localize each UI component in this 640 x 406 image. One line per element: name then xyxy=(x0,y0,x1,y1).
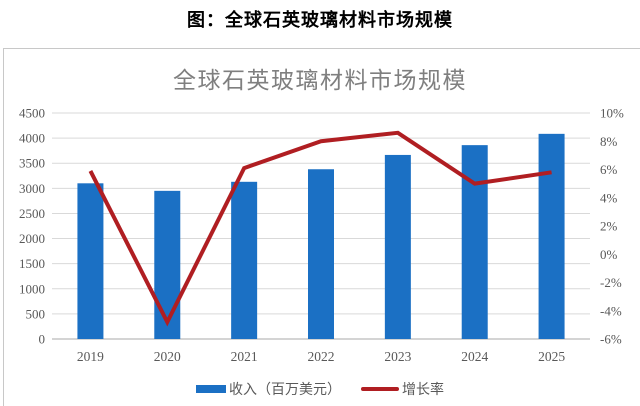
x-category-label: 2021 xyxy=(231,349,258,364)
y-left-tick-label: 1000 xyxy=(19,281,45,296)
y-left-tick-label: 1500 xyxy=(19,256,45,271)
bar-2021 xyxy=(231,181,258,339)
y-left-tick-label: 2500 xyxy=(19,206,45,221)
chart-canvas: 4500 4000 3500 3000 2500 2000 1500 1000 500 0 10% 8… xyxy=(19,106,624,365)
bar-2024 xyxy=(461,145,488,339)
page-title: 图：全球石英玻璃材料市场规模 xyxy=(187,10,453,30)
x-category-label: 2022 xyxy=(308,349,335,364)
x-category-label: 2019 xyxy=(77,349,104,364)
y-left-tick-label: 3000 xyxy=(19,181,45,196)
y-right-tick-label: 0% xyxy=(600,247,618,262)
y-left-tick-label: 0 xyxy=(39,332,46,347)
y-right-tick-label: -2% xyxy=(600,275,622,290)
y-left-tick-label: 500 xyxy=(26,306,46,321)
bar-2019 xyxy=(77,183,104,339)
chart-legend: 收入（百万美元） 增长率 xyxy=(0,379,640,399)
x-category-label: 2020 xyxy=(154,349,181,364)
y-left-tick-label: 2000 xyxy=(19,231,45,246)
revenue-legend-swatch xyxy=(196,385,226,393)
legend-item-growth: 增长率 xyxy=(361,379,444,399)
y-left-tick-label: 4500 xyxy=(19,106,45,121)
bar-2023 xyxy=(384,154,411,339)
y-left-tick-label: 4000 xyxy=(19,131,45,146)
revenue-legend-label: 收入（百万美元） xyxy=(229,383,341,398)
y-right-tick-label: 4% xyxy=(600,190,618,205)
x-category-label: 2024 xyxy=(461,349,488,364)
y-right-tick-label: -4% xyxy=(600,303,622,318)
y-left-tick-label: 3500 xyxy=(19,156,45,171)
x-category-label: 2023 xyxy=(384,349,411,364)
y-right-tick-label: -6% xyxy=(600,332,622,347)
y-right-tick-label: 10% xyxy=(600,106,624,121)
growth-legend-label: 增长率 xyxy=(402,383,444,398)
y-right-tick-label: 2% xyxy=(600,219,618,234)
bar-2025 xyxy=(538,133,565,339)
chart-title: 全球石英玻璃材料市场规模 xyxy=(173,68,467,93)
bar-2022 xyxy=(308,169,334,339)
x-category-label: 2025 xyxy=(538,349,565,364)
y-right-tick-label: 8% xyxy=(600,134,618,149)
legend-item-revenue: 收入（百万美元） xyxy=(196,379,341,399)
growth-legend-swatch xyxy=(361,387,399,391)
growth-rate-line xyxy=(88,130,552,327)
bar-2020 xyxy=(154,190,181,339)
y-right-tick-label: 6% xyxy=(600,162,618,177)
